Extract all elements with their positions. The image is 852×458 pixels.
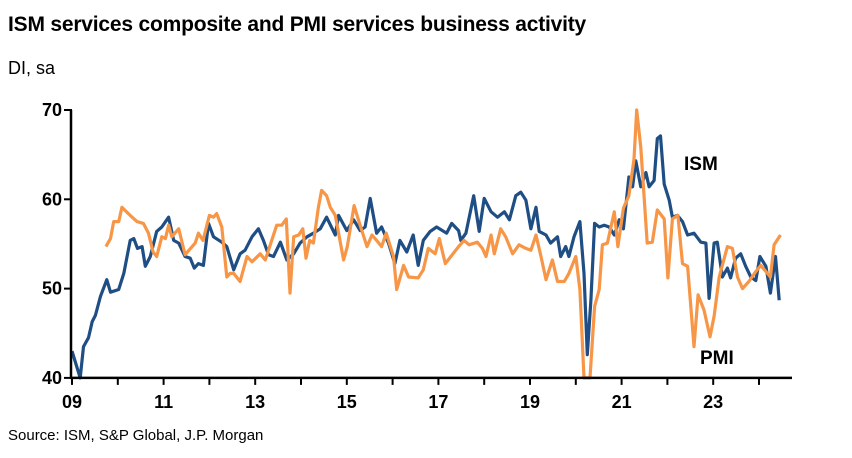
x-tick-label: 09 <box>62 392 82 412</box>
x-tick-label: 23 <box>703 392 723 412</box>
series-line-pmi <box>104 108 782 380</box>
y-tick-label: 70 <box>42 100 62 120</box>
y-axis-unit-label: DI, sa <box>8 58 56 78</box>
y-tick-label: 40 <box>42 368 62 388</box>
y-tick-label: 60 <box>42 189 62 209</box>
x-tick-label: 21 <box>612 392 632 412</box>
axes-layer: 40 50 60 70 09 11 13 15 17 19 21 23 <box>42 100 792 412</box>
x-tick-label: 11 <box>154 392 173 412</box>
series-layer <box>70 108 782 380</box>
y-tick-label: 50 <box>42 279 62 299</box>
x-tick-label: 19 <box>520 392 540 412</box>
x-tick-label: 17 <box>428 392 448 412</box>
source-note: Source: ISM, S&P Global, J.P. Morgan <box>8 427 264 444</box>
x-tick-label: 15 <box>337 392 357 412</box>
series-label-pmi: PMI <box>700 348 734 369</box>
x-tick-label: 13 <box>245 392 265 412</box>
chart-title: ISM services composite and PMI services … <box>8 13 587 36</box>
series-label-ism: ISM <box>684 154 718 175</box>
series-line-ism <box>70 134 781 380</box>
